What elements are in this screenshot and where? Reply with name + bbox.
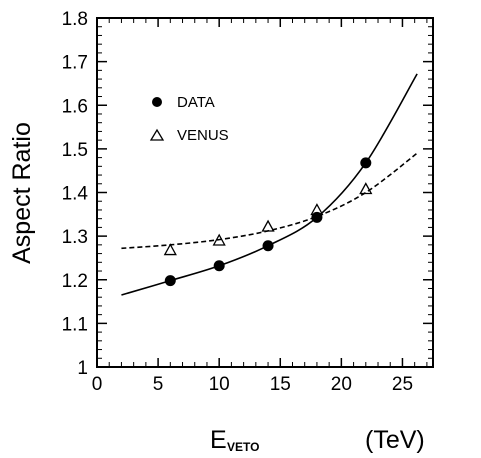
venus-point <box>163 243 177 256</box>
y-axis-label: Aspect Ratio <box>8 122 36 264</box>
y-tick-label: 1.4 <box>62 184 89 205</box>
x-tick-label: 0 <box>92 374 103 395</box>
tick-labels: 0 5 10 15 20 25 1 1.1 1.2 1.3 1.4 1.5 1.6 1.7 1.8 <box>62 9 413 395</box>
x-tick-label: 5 <box>153 374 164 395</box>
y-tick-label: 1.5 <box>62 140 88 161</box>
venus-point <box>261 219 275 232</box>
data-points <box>163 157 373 287</box>
x-tick-label: 20 <box>331 374 352 395</box>
y-tick-label: 1 <box>77 358 88 379</box>
venus-fit-curve <box>121 152 418 250</box>
x-tick-label: 25 <box>392 374 413 395</box>
data-point <box>311 211 323 223</box>
data-fit-curve <box>121 73 418 296</box>
legend-label-venus: VENUS <box>177 127 229 144</box>
legend: DATA VENUS <box>149 94 229 144</box>
venus-point <box>212 233 226 246</box>
ticks <box>96 17 433 368</box>
x-axis-label-unit: (TeV) <box>365 426 425 454</box>
y-tick-label: 1.7 <box>62 53 88 74</box>
venus-point <box>359 182 373 195</box>
fit-curves <box>121 73 418 296</box>
venus-point <box>310 203 324 216</box>
x-axis-label-main: E <box>210 426 227 454</box>
legend-label-data: DATA <box>177 94 215 111</box>
legend-marker-venus <box>149 128 165 141</box>
data-point <box>213 260 225 272</box>
x-axis-label-subscript: VETO <box>227 440 259 454</box>
data-point <box>262 240 274 252</box>
x-tick-label: 15 <box>270 374 291 395</box>
x-axis-label: E VETO (TeV) <box>210 426 425 454</box>
x-tick-label: 10 <box>209 374 230 395</box>
y-tick-label: 1.1 <box>62 314 88 335</box>
plot-frame <box>96 17 434 368</box>
legend-marker-data <box>152 97 162 107</box>
y-tick-label: 1.2 <box>62 271 88 292</box>
y-tick-label: 1.3 <box>62 227 88 248</box>
data-point <box>164 275 176 287</box>
y-tick-label: 1.8 <box>62 9 88 30</box>
y-tick-label: 1.6 <box>62 96 88 117</box>
data-point <box>360 157 372 169</box>
